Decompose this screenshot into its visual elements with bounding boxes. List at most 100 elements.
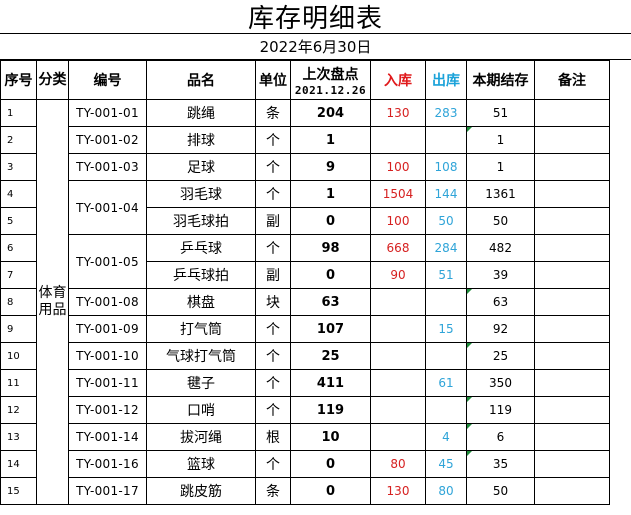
cell-in[interactable]: 1504 <box>370 180 426 208</box>
cell-note[interactable] <box>534 477 610 505</box>
header-in[interactable]: 入库 <box>370 60 426 100</box>
cell-last-count[interactable]: 107 <box>290 315 371 343</box>
cell-in[interactable] <box>370 126 426 154</box>
cell-out[interactable]: 50 <box>425 207 467 235</box>
cell-idx[interactable]: 6 <box>0 234 37 262</box>
cell-unit[interactable]: 个 <box>255 342 291 370</box>
cell-last-count[interactable]: 1 <box>290 126 371 154</box>
cell-unit[interactable]: 个 <box>255 315 291 343</box>
cell-code[interactable]: TY-001-05 <box>68 234 147 289</box>
cell-note[interactable] <box>534 396 610 424</box>
cell-note[interactable] <box>534 126 610 154</box>
cell-idx[interactable]: 3 <box>0 153 37 181</box>
header-category[interactable]: 分类 <box>36 60 69 100</box>
cell-name[interactable]: 乒乓球 <box>146 234 256 262</box>
cell-last-count[interactable]: 0 <box>290 450 371 478</box>
cell-last-count[interactable]: 25 <box>290 342 371 370</box>
cell-balance[interactable]: 39 <box>466 261 535 289</box>
cell-balance[interactable]: 50 <box>466 207 535 235</box>
cell-in[interactable]: 130 <box>370 99 426 127</box>
cell-balance[interactable]: 482 <box>466 234 535 262</box>
cell-idx[interactable]: 14 <box>0 450 37 478</box>
cell-unit[interactable]: 条 <box>255 477 291 505</box>
cell-code[interactable]: TY-001-16 <box>68 450 147 478</box>
sheet-title[interactable]: 库存明细表 <box>0 0 631 34</box>
cell-name[interactable]: 打气筒 <box>146 315 256 343</box>
cell-in[interactable]: 130 <box>370 477 426 505</box>
cell-code[interactable]: TY-001-03 <box>68 153 147 181</box>
cell-last-count[interactable]: 411 <box>290 369 371 397</box>
cell-unit[interactable]: 副 <box>255 261 291 289</box>
cell-name[interactable]: 毽子 <box>146 369 256 397</box>
cell-out[interactable] <box>425 396 467 424</box>
cell-out[interactable]: 283 <box>425 99 467 127</box>
cell-balance[interactable]: 25 <box>466 342 535 370</box>
cell-last-count[interactable]: 119 <box>290 396 371 424</box>
cell-unit[interactable]: 个 <box>255 153 291 181</box>
header-last-count[interactable]: 上次盘点 2021.12.26 <box>290 60 371 100</box>
cell-code[interactable]: TY-001-17 <box>68 477 147 505</box>
cell-idx[interactable]: 8 <box>0 288 37 316</box>
cell-last-count[interactable]: 0 <box>290 261 371 289</box>
cell-balance[interactable]: 1361 <box>466 180 535 208</box>
cell-idx[interactable]: 7 <box>0 261 37 289</box>
cell-last-count[interactable]: 98 <box>290 234 371 262</box>
cell-balance[interactable]: 35 <box>466 450 535 478</box>
cell-out[interactable] <box>425 288 467 316</box>
cell-code[interactable]: TY-001-02 <box>68 126 147 154</box>
cell-note[interactable] <box>534 369 610 397</box>
cell-name[interactable]: 拔河绳 <box>146 423 256 451</box>
cell-last-count[interactable]: 63 <box>290 288 371 316</box>
cell-in[interactable]: 668 <box>370 234 426 262</box>
cell-note[interactable] <box>534 288 610 316</box>
cell-name[interactable]: 跳绳 <box>146 99 256 127</box>
cell-in[interactable]: 90 <box>370 261 426 289</box>
cell-name[interactable]: 口哨 <box>146 396 256 424</box>
cell-unit[interactable]: 个 <box>255 234 291 262</box>
cell-code[interactable]: TY-001-04 <box>68 180 147 235</box>
cell-idx[interactable]: 11 <box>0 369 37 397</box>
cell-idx[interactable]: 2 <box>0 126 37 154</box>
cell-out[interactable]: 284 <box>425 234 467 262</box>
cell-code[interactable]: TY-001-09 <box>68 315 147 343</box>
cell-balance[interactable]: 51 <box>466 99 535 127</box>
cell-in[interactable]: 100 <box>370 153 426 181</box>
cell-idx[interactable]: 10 <box>0 342 37 370</box>
cell-balance[interactable]: 50 <box>466 477 535 505</box>
cell-out[interactable]: 108 <box>425 153 467 181</box>
cell-in[interactable] <box>370 396 426 424</box>
cell-balance[interactable]: 6 <box>466 423 535 451</box>
cell-idx[interactable]: 15 <box>0 477 37 505</box>
cell-category[interactable]: 体育用品 <box>36 99 69 505</box>
cell-last-count[interactable]: 10 <box>290 423 371 451</box>
cell-idx[interactable]: 1 <box>0 99 37 127</box>
cell-unit[interactable]: 条 <box>255 99 291 127</box>
cell-in[interactable] <box>370 369 426 397</box>
cell-balance[interactable]: 92 <box>466 315 535 343</box>
header-unit[interactable]: 单位 <box>255 60 291 100</box>
cell-code[interactable]: TY-001-10 <box>68 342 147 370</box>
cell-idx[interactable]: 9 <box>0 315 37 343</box>
header-note[interactable]: 备注 <box>534 60 610 100</box>
cell-unit[interactable]: 个 <box>255 126 291 154</box>
cell-in[interactable]: 80 <box>370 450 426 478</box>
cell-out[interactable]: 4 <box>425 423 467 451</box>
cell-name[interactable]: 羽毛球 <box>146 180 256 208</box>
cell-note[interactable] <box>534 153 610 181</box>
cell-note[interactable] <box>534 261 610 289</box>
cell-name[interactable]: 足球 <box>146 153 256 181</box>
cell-note[interactable] <box>534 207 610 235</box>
cell-out[interactable]: 80 <box>425 477 467 505</box>
cell-idx[interactable]: 4 <box>0 180 37 208</box>
cell-balance[interactable]: 350 <box>466 369 535 397</box>
cell-name[interactable]: 跳皮筋 <box>146 477 256 505</box>
header-idx[interactable]: 序号 <box>0 60 37 100</box>
cell-name[interactable]: 棋盘 <box>146 288 256 316</box>
cell-note[interactable] <box>534 234 610 262</box>
cell-unit[interactable]: 个 <box>255 450 291 478</box>
cell-balance[interactable]: 119 <box>466 396 535 424</box>
cell-out[interactable]: 144 <box>425 180 467 208</box>
cell-unit[interactable]: 个 <box>255 396 291 424</box>
cell-out[interactable] <box>425 126 467 154</box>
cell-balance[interactable]: 1 <box>466 126 535 154</box>
